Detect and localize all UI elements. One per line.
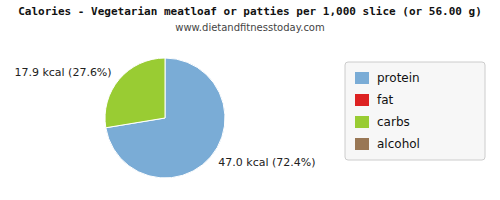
data-label: 17.9 kcal (27.6%) — [14, 66, 111, 79]
legend-swatch — [355, 116, 369, 128]
data-label: 47.0 kcal (72.4%) — [218, 156, 315, 169]
legend-box — [345, 62, 485, 160]
slice — [105, 58, 165, 128]
slice — [106, 58, 225, 178]
legend-swatch — [355, 138, 369, 150]
legend: protein fat carbs alcohol — [345, 62, 485, 160]
legend-swatch — [355, 94, 369, 106]
subtitle: www.dietandfitnesstoday.com — [175, 22, 324, 33]
legend-label: protein — [377, 71, 420, 85]
legend-swatch — [355, 72, 369, 84]
legend-label: fat — [377, 93, 394, 107]
pie — [105, 58, 225, 178]
chart: Calories - Vegetarian meatloaf or pattie… — [0, 0, 500, 200]
title: Calories - Vegetarian meatloaf or pattie… — [18, 5, 482, 18]
legend-label: alcohol — [377, 137, 420, 151]
data-labels: 47.0 kcal (72.4%) 17.9 kcal (27.6%) — [14, 66, 315, 170]
legend-label: carbs — [377, 115, 410, 129]
